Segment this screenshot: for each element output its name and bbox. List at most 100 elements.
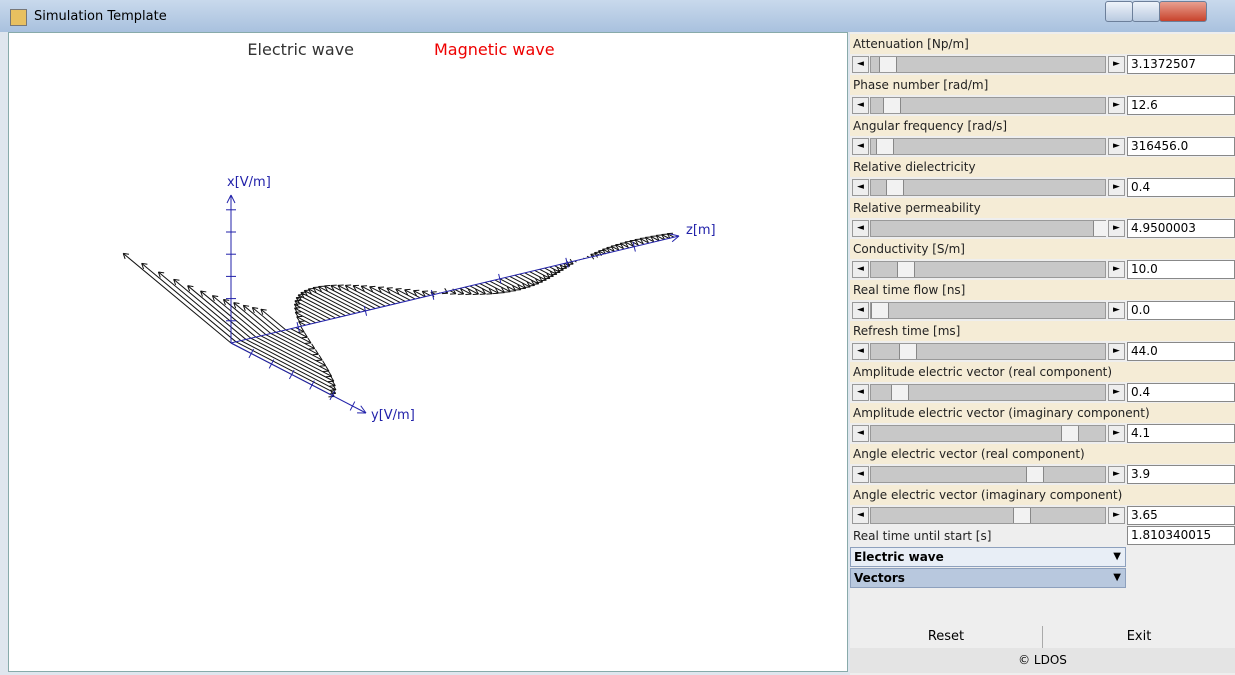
dropdown[interactable]: Electric wave ▼ xyxy=(850,547,1126,567)
slider-right-arrow[interactable]: ► xyxy=(1108,138,1125,155)
slider-left-arrow[interactable]: ◄ xyxy=(852,343,869,360)
maximize-button[interactable] xyxy=(1132,1,1160,22)
wave-vector-head xyxy=(296,316,301,322)
y-axis-tick xyxy=(268,359,275,369)
slider[interactable] xyxy=(870,56,1106,73)
wave-vector-head xyxy=(314,349,319,355)
slider-thumb[interactable] xyxy=(897,262,915,277)
slider-left-arrow[interactable]: ◄ xyxy=(852,220,869,237)
slider-left-arrow[interactable]: ◄ xyxy=(852,302,869,319)
slider-left-arrow[interactable]: ◄ xyxy=(852,384,869,401)
value-field[interactable]: 0.0 xyxy=(1127,301,1235,320)
value-field[interactable]: 3.1372507 xyxy=(1127,55,1235,74)
y-axis xyxy=(230,342,367,414)
value-field[interactable]: 0.4 xyxy=(1127,383,1235,402)
slider-left-arrow[interactable]: ◄ xyxy=(852,261,869,278)
control-label: Conductivity [S/m] xyxy=(850,239,1235,259)
button[interactable]: Exit xyxy=(1043,626,1235,648)
slider[interactable] xyxy=(870,343,1106,360)
slider[interactable] xyxy=(870,220,1111,237)
wave-vector-head xyxy=(506,286,511,293)
slider-thumb[interactable] xyxy=(1026,467,1044,482)
slider-right-arrow[interactable]: ► xyxy=(1108,179,1125,196)
wave-vector-head xyxy=(295,297,300,303)
slider-right-arrow[interactable]: ► xyxy=(1108,466,1125,483)
wave-vector xyxy=(255,336,332,377)
wave-vector-head xyxy=(233,302,237,309)
slider-left-arrow[interactable]: ◄ xyxy=(852,56,869,73)
slider-left-arrow[interactable]: ◄ xyxy=(852,425,869,442)
slider-right-arrow[interactable]: ► xyxy=(1108,56,1125,73)
slider[interactable] xyxy=(870,507,1106,524)
slider-thumb[interactable] xyxy=(899,344,917,359)
slider-thumb[interactable] xyxy=(876,139,894,154)
dropdown-arrow[interactable]: ▼ xyxy=(1113,572,1121,583)
slider-thumb[interactable] xyxy=(886,180,904,195)
slider-left-arrow[interactable]: ◄ xyxy=(852,138,869,155)
wave-vector xyxy=(260,308,287,331)
slider-right-arrow[interactable]: ► xyxy=(1108,261,1125,278)
slider-thumb[interactable] xyxy=(1061,426,1079,441)
slider-left-arrow[interactable]: ◄ xyxy=(852,179,869,196)
wave-vector-head xyxy=(318,354,323,361)
wave-vector xyxy=(666,233,675,238)
slider-row: ◄ ► 4.9500003 xyxy=(850,218,1235,239)
slider-thumb[interactable] xyxy=(879,57,897,72)
value-field[interactable]: 3.9 xyxy=(1127,465,1235,484)
wave-vector-head xyxy=(475,288,479,295)
slider[interactable] xyxy=(870,261,1106,278)
minimize-button[interactable] xyxy=(1105,1,1133,22)
slider-right-arrow[interactable]: ► xyxy=(1108,425,1125,442)
real-time-field[interactable]: 1.810340015 xyxy=(1127,526,1235,545)
wave-vector-head xyxy=(294,300,299,306)
value-field[interactable]: 4.9500003 xyxy=(1127,219,1235,238)
slider[interactable] xyxy=(870,384,1106,401)
control-label: Angle electric vector (real component) xyxy=(850,444,1235,464)
value-field[interactable]: 316456.0 xyxy=(1127,137,1235,156)
close-button[interactable] xyxy=(1159,1,1207,22)
wave-vector xyxy=(265,334,326,367)
slider-row: ◄ ► 0.4 xyxy=(850,177,1235,198)
slider[interactable] xyxy=(870,425,1106,442)
wave-vector xyxy=(337,284,381,308)
value-field[interactable]: 4.1 xyxy=(1127,424,1235,443)
slider-right-arrow[interactable]: ► xyxy=(1108,302,1125,319)
slider-thumb[interactable] xyxy=(883,98,901,113)
control-label: Angle electric vector (imaginary compone… xyxy=(850,485,1235,505)
slider-right-arrow[interactable]: ► xyxy=(1108,97,1125,114)
wave-vector-head xyxy=(200,290,207,293)
slider[interactable] xyxy=(870,302,1106,319)
slider-row: ◄ ► 0.0 xyxy=(850,300,1235,321)
y-axis-tick xyxy=(309,380,315,390)
slider-thumb[interactable] xyxy=(871,303,889,318)
dropdown-arrow[interactable]: ▼ xyxy=(1113,551,1121,562)
slider-right-arrow[interactable]: ► xyxy=(1108,220,1125,237)
slider[interactable] xyxy=(870,179,1106,196)
value-field[interactable]: 12.6 xyxy=(1127,96,1235,115)
wave-vector-head xyxy=(157,271,161,278)
window-title: Simulation Template xyxy=(34,9,167,24)
slider-thumb[interactable] xyxy=(891,385,909,400)
wave-vector xyxy=(661,234,670,239)
button[interactable]: Reset xyxy=(850,626,1043,648)
control-label: Relative dielectricity xyxy=(850,157,1235,177)
value-field[interactable]: 10.0 xyxy=(1127,260,1235,279)
value-field[interactable]: 44.0 xyxy=(1127,342,1235,361)
value-field[interactable]: 0.4 xyxy=(1127,178,1235,197)
wave-vector-head xyxy=(594,252,598,258)
slider-right-arrow[interactable]: ► xyxy=(1108,384,1125,401)
wave-vector xyxy=(464,286,479,295)
dropdown[interactable]: Vectors ▼ xyxy=(850,568,1126,588)
slider[interactable] xyxy=(870,138,1106,155)
value-field[interactable]: 3.65 xyxy=(1127,506,1235,525)
slider-left-arrow[interactable]: ◄ xyxy=(852,507,869,524)
slider-right-arrow[interactable]: ► xyxy=(1108,343,1125,360)
slider[interactable] xyxy=(870,97,1106,114)
slider[interactable] xyxy=(870,466,1106,483)
slider-thumb[interactable] xyxy=(1013,508,1031,523)
slider-right-arrow[interactable]: ► xyxy=(1108,507,1125,524)
slider-left-arrow[interactable]: ◄ xyxy=(852,97,869,114)
slider-left-arrow[interactable]: ◄ xyxy=(852,466,869,483)
wave-vector xyxy=(519,273,539,285)
